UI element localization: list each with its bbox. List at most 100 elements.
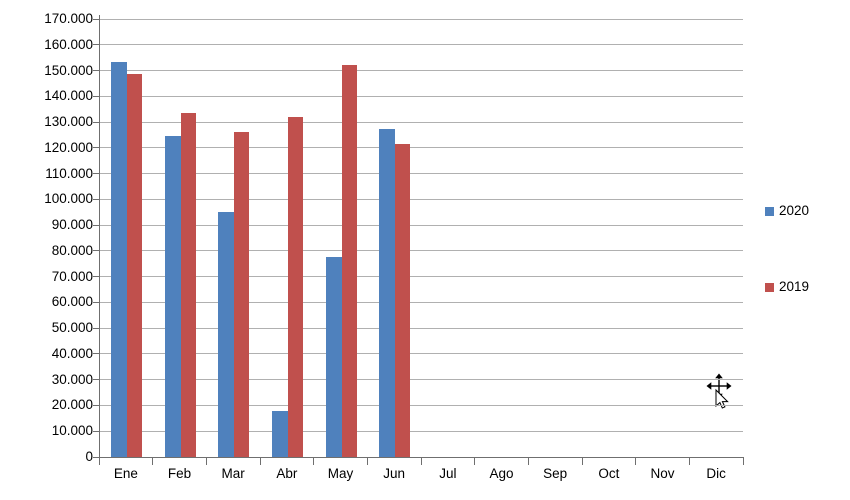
gridline (99, 301, 743, 303)
y-tick-label: 20.000 (51, 397, 93, 413)
y-tick (93, 121, 99, 123)
y-tick-label: 10.000 (51, 423, 93, 439)
gridline (99, 44, 743, 46)
y-tick-label: 100.000 (44, 191, 93, 207)
y-axis-line (99, 15, 100, 458)
bar-2020-abr[interactable] (271, 410, 288, 457)
gridline (99, 18, 743, 20)
x-tick (366, 457, 368, 465)
y-tick (93, 173, 99, 175)
y-tick (93, 224, 99, 226)
move-cursor (706, 373, 732, 409)
legend-label: 2020 (779, 203, 810, 218)
bar-2019-abr[interactable] (287, 116, 303, 457)
gridline (99, 121, 743, 123)
y-tick (93, 95, 99, 97)
gridline (99, 198, 743, 200)
x-axis-label-jul: Jul (439, 466, 457, 481)
bar-2019-may[interactable] (341, 65, 357, 457)
y-tick-label: 50.000 (51, 320, 93, 336)
y-tick-label: 120.000 (44, 139, 93, 155)
y-tick (93, 276, 99, 278)
x-tick (527, 457, 529, 465)
x-axis-label-oct: Oct (598, 466, 620, 481)
gridline (99, 224, 743, 226)
gridline (99, 173, 743, 175)
y-tick-label: 40.000 (51, 345, 93, 361)
y-tick-label: 170.000 (44, 11, 93, 26)
x-axis-label-nov: Nov (650, 466, 675, 481)
bar-2020-mar[interactable] (218, 212, 235, 457)
gridline (99, 95, 743, 97)
x-axis-label-mar: Mar (221, 466, 245, 481)
x-axis-label-dic: Dic (706, 466, 726, 481)
y-tick (93, 301, 99, 303)
y-tick (93, 70, 99, 72)
gridline (99, 353, 743, 355)
gridline (99, 250, 743, 252)
bar-2020-ene[interactable] (110, 61, 127, 457)
x-axis-label-jun: Jun (383, 466, 406, 481)
x-tick (688, 457, 690, 465)
bar-2019-ene[interactable] (126, 74, 142, 457)
y-tick (93, 44, 99, 46)
x-tick (581, 457, 583, 465)
y-tick-label: 0 (85, 449, 93, 464)
bar-2019-feb[interactable] (180, 113, 196, 457)
x-axis-label-ago: Ago (489, 466, 514, 481)
x-tick (98, 457, 100, 465)
gridline (99, 327, 743, 329)
y-tick (93, 456, 99, 458)
bar-2019-jun[interactable] (395, 143, 411, 457)
x-tick (205, 457, 207, 465)
y-tick (93, 379, 99, 381)
y-tick (93, 404, 99, 406)
x-tick (152, 457, 154, 465)
gridline (99, 276, 743, 278)
gridline (99, 430, 743, 432)
x-tick (259, 457, 261, 465)
x-tick (420, 457, 422, 465)
y-tick-label: 60.000 (51, 294, 93, 310)
x-tick (474, 457, 476, 465)
bar-2020-may[interactable] (325, 257, 342, 457)
gridline (99, 404, 743, 406)
y-tick-label: 150.000 (44, 62, 93, 78)
y-tick (93, 18, 99, 20)
y-tick (93, 430, 99, 432)
y-tick (93, 147, 99, 149)
legend-swatch-2019 (765, 282, 774, 292)
x-axis-label-feb: Feb (167, 466, 192, 481)
y-tick-label: 90.000 (51, 217, 93, 233)
y-tick (93, 250, 99, 252)
y-tick-label: 130.000 (44, 114, 93, 130)
x-axis-label-abr: Abr (276, 466, 298, 481)
y-tick-label: 160.000 (44, 36, 93, 52)
x-tick (742, 457, 744, 465)
bar-2019-mar[interactable] (234, 132, 250, 457)
y-tick (93, 353, 99, 355)
y-tick (93, 327, 99, 329)
gridline (99, 379, 743, 381)
x-axis-label-sep: Sep (543, 466, 568, 481)
gridline (99, 70, 743, 72)
legend-item-2020[interactable]: 2020 (765, 204, 809, 218)
y-tick-label: 110.000 (45, 165, 93, 181)
x-tick (313, 457, 315, 465)
x-axis-label-ene: Ene (113, 466, 138, 481)
y-tick-label: 30.000 (51, 371, 93, 387)
legend-item-2019[interactable]: 2019 (765, 280, 809, 294)
y-tick-label: 70.000 (51, 268, 93, 284)
y-tick (93, 198, 99, 200)
bar-2020-feb[interactable] (164, 136, 181, 457)
legend-label: 2019 (779, 279, 810, 294)
legend-swatch-2020 (765, 206, 774, 216)
x-axis-label-may: May (327, 466, 354, 481)
x-tick (635, 457, 637, 465)
x-axis-line (99, 457, 744, 458)
y-tick-label: 80.000 (51, 242, 93, 258)
bar-2020-jun[interactable] (379, 128, 396, 457)
gridline (99, 147, 743, 149)
y-tick-label: 140.000 (44, 88, 93, 104)
